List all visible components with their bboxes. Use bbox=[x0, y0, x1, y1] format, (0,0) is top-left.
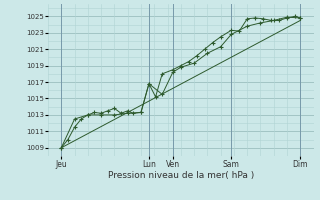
X-axis label: Pression niveau de la mer( hPa ): Pression niveau de la mer( hPa ) bbox=[108, 171, 254, 180]
